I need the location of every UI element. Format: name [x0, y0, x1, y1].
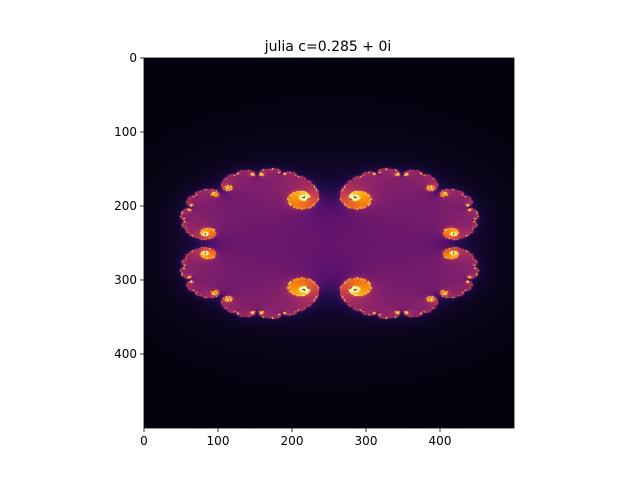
x-tick-label: 100 [207, 434, 230, 448]
x-tick-label: 300 [355, 434, 378, 448]
y-tick-label: 400 [114, 347, 137, 361]
plot-area [143, 57, 515, 429]
y-tick-label: 100 [114, 125, 137, 139]
y-tick-label: 200 [114, 199, 137, 213]
x-tick-label: 200 [281, 434, 304, 448]
y-axis: 0 100 200 300 400 [114, 51, 144, 361]
x-tick-label: 0 [140, 434, 148, 448]
x-axis: 0 100 200 300 400 [140, 428, 451, 448]
y-tick-label: 300 [114, 273, 137, 287]
julia-fractal-image [144, 58, 514, 428]
chart-title: julia c=0.285 + 0i [264, 39, 392, 55]
axes-frame [143, 57, 515, 429]
y-tick-label: 0 [129, 51, 137, 65]
x-tick-label: 400 [429, 434, 452, 448]
